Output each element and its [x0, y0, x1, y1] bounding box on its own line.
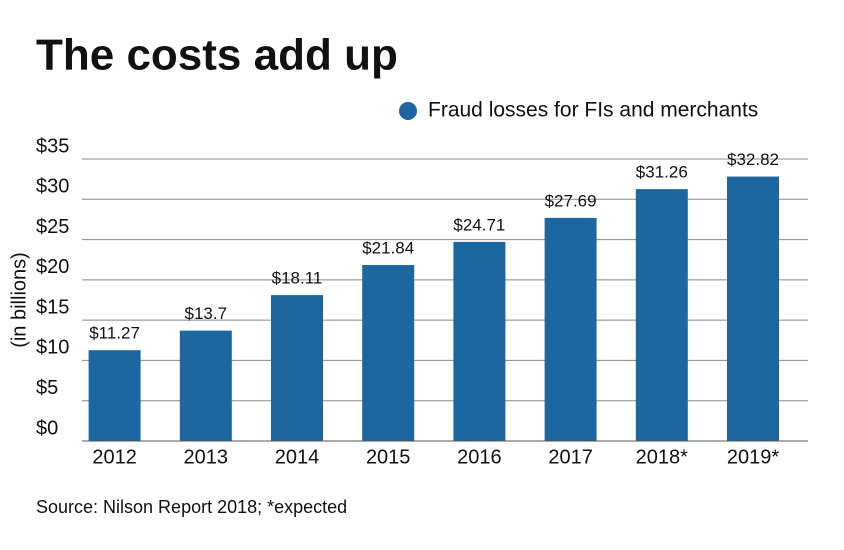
value-label: $31.26 — [636, 163, 688, 182]
x-tick-label: 2019* — [727, 446, 779, 468]
y-tick-label: $10 — [36, 337, 69, 359]
y-tick-label: $30 — [36, 176, 69, 198]
bar — [88, 350, 141, 441]
bar — [271, 295, 323, 441]
x-tick-label: 2013 — [184, 446, 229, 468]
x-tick-label: 2012 — [92, 446, 137, 468]
value-label: $24.71 — [453, 215, 505, 234]
y-tick-label: $35 — [36, 135, 69, 157]
x-tick-label: 2014 — [275, 446, 320, 468]
x-tick-label: 2015 — [366, 446, 411, 468]
bar — [179, 330, 232, 441]
value-label: $21.84 — [362, 239, 414, 258]
legend-marker — [399, 102, 417, 120]
y-axis-label: (in billions) — [8, 252, 30, 348]
value-label: $13.7 — [185, 304, 228, 323]
bar — [635, 189, 688, 441]
value-label: $18.11 — [272, 269, 323, 288]
value-label: $11.27 — [89, 324, 140, 343]
y-tick-label: $15 — [36, 296, 69, 318]
x-tick-label: 2017 — [548, 446, 593, 468]
x-tick-label: 2016 — [457, 446, 502, 468]
y-tick-label: $25 — [36, 216, 69, 238]
bar — [544, 217, 597, 441]
bar — [362, 265, 415, 441]
value-label: $27.69 — [545, 191, 597, 210]
source-note: Source: Nilson Report 2018; *expected — [36, 497, 347, 517]
chart-title: The costs add up — [36, 31, 398, 80]
y-tick-label: $20 — [36, 256, 69, 278]
value-label: $32.82 — [727, 150, 779, 169]
bar — [453, 241, 506, 441]
bar — [727, 176, 779, 441]
y-tick-label: $0 — [36, 417, 58, 439]
y-tick-label: $5 — [36, 377, 58, 399]
x-tick-label: 2018* — [636, 446, 688, 468]
legend-label: Fraud losses for FIs and merchants — [428, 99, 758, 122]
